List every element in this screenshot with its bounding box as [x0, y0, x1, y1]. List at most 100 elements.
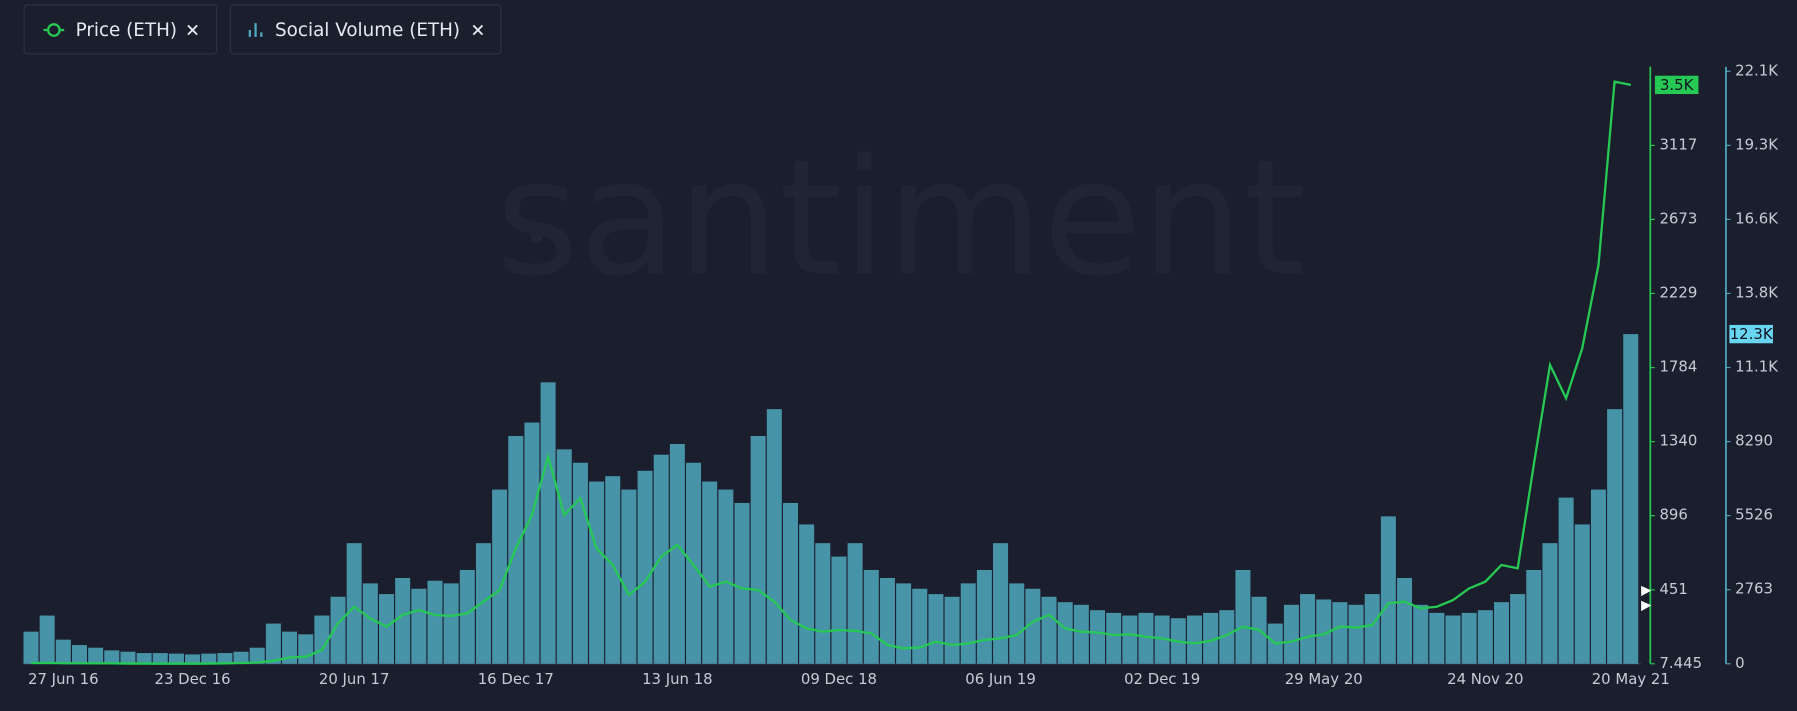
bar	[669, 443, 685, 664]
bar	[1073, 604, 1089, 664]
x-tick-label: 20 Jun 17	[319, 670, 390, 688]
bar	[330, 596, 346, 664]
x-tick-label: 06 Jun 19	[965, 670, 1036, 688]
bar	[1203, 612, 1219, 664]
x-tick-label: 13 Jun 18	[642, 670, 713, 688]
bar	[168, 653, 184, 664]
bar	[217, 653, 233, 664]
bar	[459, 569, 475, 664]
bar	[540, 382, 556, 664]
bar	[1316, 599, 1332, 664]
bar	[993, 543, 1009, 664]
bar	[475, 543, 491, 664]
y-tick-label: 2673	[1659, 209, 1697, 227]
bar	[1413, 604, 1429, 664]
x-tick-label: 02 Dec 19	[1124, 670, 1200, 688]
bar	[23, 631, 39, 664]
x-tick-label: 27 Jun 16	[28, 670, 99, 688]
close-icon[interactable]	[187, 24, 198, 36]
bar	[847, 543, 863, 664]
bar	[152, 653, 168, 664]
bar	[395, 578, 411, 664]
bar	[1009, 583, 1025, 664]
y-tick-label: 7.445	[1659, 654, 1702, 672]
x-tick-label: 16 Dec 17	[478, 670, 554, 688]
y2-tick-label: 8290	[1735, 432, 1773, 450]
bar	[1041, 596, 1057, 664]
bar	[831, 556, 847, 664]
bar	[944, 596, 960, 664]
marker-icon	[1641, 585, 1652, 612]
y2-tick-label: 5526	[1735, 506, 1773, 524]
legend-volume[interactable]: Social Volume (ETH)	[229, 4, 502, 55]
bar	[782, 502, 798, 664]
bar	[378, 594, 395, 664]
bar	[55, 639, 71, 664]
legend-icon	[248, 23, 263, 37]
y2-tick-label: 22.1K	[1735, 61, 1779, 79]
y2-tick-label: 0	[1735, 654, 1744, 672]
bar	[912, 588, 928, 664]
bar	[1364, 594, 1380, 664]
y-tick-label: 451	[1659, 580, 1687, 598]
bar	[524, 422, 540, 664]
x-tick-label: 23 Dec 16	[155, 670, 231, 688]
bar	[1332, 602, 1348, 664]
y-tick-label: 1784	[1659, 358, 1697, 376]
bar	[1348, 604, 1364, 664]
bar	[136, 653, 152, 664]
bar	[1510, 594, 1526, 664]
bar	[1526, 569, 1542, 664]
bar	[1154, 615, 1170, 664]
bar	[427, 580, 443, 664]
close-icon[interactable]	[472, 24, 484, 36]
legend-icon	[46, 23, 61, 37]
bar	[1623, 334, 1639, 664]
bar	[104, 650, 120, 664]
bar	[1397, 578, 1413, 664]
price-line	[31, 80, 1632, 665]
bar	[1461, 612, 1477, 664]
bar	[1493, 602, 1509, 664]
y-tick-label: 1340	[1659, 432, 1697, 450]
y-tick-label: 2229	[1659, 283, 1697, 301]
x-tick-label: 29 May 20	[1285, 670, 1363, 688]
bar	[605, 476, 621, 664]
bar	[734, 502, 750, 664]
bar	[766, 409, 782, 664]
bar	[637, 470, 653, 664]
legend-price[interactable]: Price (ETH)	[23, 4, 218, 55]
bar	[928, 594, 944, 664]
legend-button[interactable]	[229, 4, 502, 55]
legend-label: Social Volume (ETH)	[275, 20, 460, 41]
y2-tick-label: 16.6K	[1735, 209, 1779, 227]
bar	[443, 583, 459, 664]
y2-tick-label: 2763	[1735, 580, 1773, 598]
bar	[1235, 569, 1251, 664]
bar	[492, 489, 508, 664]
bar	[298, 634, 314, 664]
bar	[863, 569, 879, 664]
bar	[362, 583, 378, 664]
x-tick-label: 09 Dec 18	[801, 670, 877, 688]
bar	[39, 615, 55, 664]
bar	[1122, 615, 1138, 664]
watermark: santiment	[495, 124, 1306, 311]
bar	[879, 578, 895, 664]
bar	[346, 543, 362, 664]
bar	[815, 543, 831, 664]
bar	[265, 623, 281, 664]
bar	[589, 481, 605, 664]
bar	[799, 524, 815, 664]
bar	[1219, 610, 1235, 664]
bar	[1380, 516, 1396, 664]
bar	[1090, 610, 1106, 664]
bar	[1186, 615, 1202, 664]
legend-label: Price (ETH)	[76, 20, 177, 41]
bar	[1057, 602, 1073, 664]
legend-button[interactable]	[23, 4, 218, 55]
bar	[1283, 604, 1299, 664]
bar	[960, 583, 976, 664]
